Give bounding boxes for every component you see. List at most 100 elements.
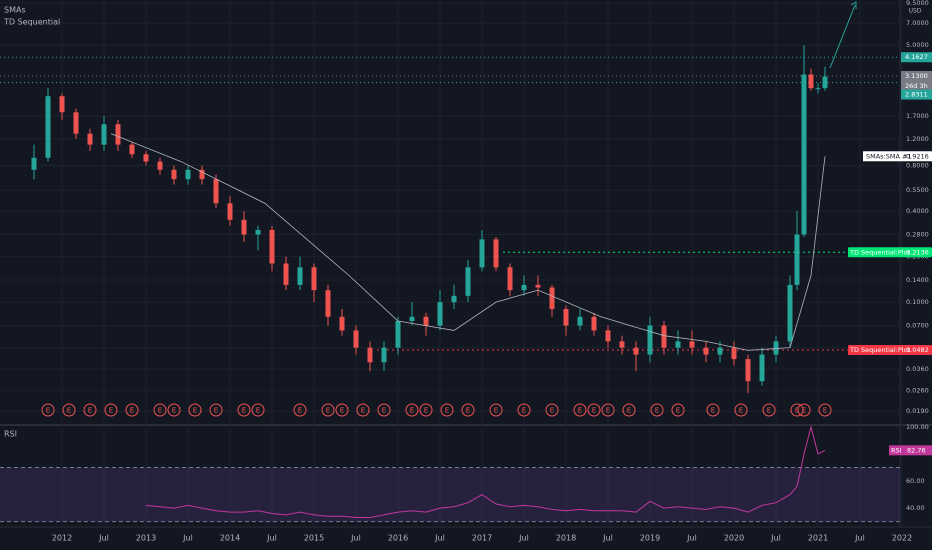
earnings-label: E bbox=[382, 407, 386, 415]
earnings-marker bbox=[762, 403, 776, 417]
currency: USD bbox=[909, 8, 922, 15]
candle-body bbox=[563, 309, 569, 326]
y-tick-label: 0.0360 bbox=[906, 365, 929, 373]
y-tick-label: 0.5500 bbox=[906, 186, 929, 194]
earnings-label: E bbox=[340, 407, 344, 415]
y-tick-label: 0.4000 bbox=[906, 207, 929, 215]
candle-body bbox=[185, 169, 191, 180]
earnings-marker bbox=[153, 403, 167, 417]
candle-body bbox=[101, 124, 107, 145]
candle-body bbox=[675, 341, 681, 348]
x-tick-label: 2012 bbox=[52, 534, 72, 543]
earnings-label: E bbox=[823, 407, 827, 415]
rsi-label-bg bbox=[889, 445, 932, 456]
earnings-label: E bbox=[550, 407, 554, 415]
earnings-marker bbox=[125, 403, 139, 417]
candle-body bbox=[199, 169, 205, 180]
candle-body bbox=[381, 347, 387, 363]
label-bg bbox=[848, 247, 932, 258]
y-tick-label: 0.2800 bbox=[906, 231, 929, 239]
y-tick-label: 0.1000 bbox=[906, 298, 929, 306]
candle-body bbox=[73, 112, 79, 134]
candle-body bbox=[535, 284, 541, 288]
earnings-marker bbox=[440, 403, 454, 417]
x-tick-label: Jul bbox=[350, 534, 361, 543]
candle-body bbox=[297, 267, 303, 285]
candle-body bbox=[451, 295, 457, 303]
earnings-label: E bbox=[578, 407, 582, 415]
candle-body bbox=[731, 347, 737, 360]
rsi-label-value: 82.76 bbox=[907, 446, 926, 454]
earnings-label: E bbox=[88, 407, 92, 415]
earnings-marker bbox=[790, 403, 804, 417]
sma-value: 0.9216 bbox=[906, 152, 929, 160]
y-tick-label: 0.8000 bbox=[906, 162, 929, 170]
earnings-marker bbox=[356, 403, 370, 417]
x-tick-label: Jul bbox=[686, 534, 697, 543]
earnings-marker bbox=[167, 403, 181, 417]
axis-label: 3.1300 bbox=[905, 72, 928, 80]
x-tick-label: 2013 bbox=[136, 534, 156, 543]
candle-body bbox=[59, 96, 65, 113]
earnings-label: E bbox=[767, 407, 771, 415]
indicator-label: SMAs bbox=[4, 6, 26, 15]
earnings-label: E bbox=[242, 407, 246, 415]
earnings-marker bbox=[237, 403, 251, 417]
candle-body bbox=[283, 263, 289, 285]
y-tick-label: 9.5000 bbox=[906, 0, 929, 7]
rsi-line bbox=[145, 425, 826, 519]
earnings-label: E bbox=[298, 407, 302, 415]
candle-body bbox=[815, 88, 821, 90]
rsi-tick-label: 100.00 bbox=[906, 423, 929, 431]
x-tick-label: 2015 bbox=[304, 534, 324, 543]
earnings-label: E bbox=[802, 407, 806, 415]
price-line-value: 0.0482 bbox=[906, 346, 929, 354]
rsi-band bbox=[0, 467, 900, 522]
earnings-marker bbox=[489, 403, 503, 417]
candle-body bbox=[689, 341, 695, 348]
candle-body bbox=[794, 234, 800, 285]
y-tick-label: 0.0190 bbox=[906, 407, 929, 415]
x-tick-label: Jul bbox=[854, 534, 865, 543]
earnings-label: E bbox=[214, 407, 218, 415]
earnings-label: E bbox=[424, 407, 428, 415]
x-tick-label: Jul bbox=[770, 534, 781, 543]
candle-body bbox=[171, 169, 177, 180]
indicator-label: TD Sequential bbox=[3, 18, 60, 27]
candle-body bbox=[759, 354, 765, 382]
candle-body bbox=[745, 359, 751, 382]
candle-body bbox=[479, 239, 485, 268]
y-tick-label: 0.0700 bbox=[906, 322, 929, 330]
candle-body bbox=[605, 330, 611, 342]
earnings-marker bbox=[797, 403, 811, 417]
x-tick-label: 2018 bbox=[556, 534, 576, 543]
x-tick-label: Jul bbox=[182, 534, 193, 543]
earnings-marker bbox=[601, 403, 615, 417]
candle-body bbox=[717, 347, 723, 355]
earnings-marker bbox=[671, 403, 685, 417]
candle-body bbox=[521, 284, 527, 291]
candle-body bbox=[395, 321, 401, 348]
price-line-name: TD Sequential:Plot bbox=[849, 346, 911, 354]
candle-body bbox=[143, 154, 149, 162]
x-tick-label: 2022 bbox=[892, 534, 912, 543]
earnings-label: E bbox=[466, 407, 470, 415]
rsi-tick-label: 40.00 bbox=[906, 504, 925, 512]
axis-label-bg bbox=[901, 89, 932, 100]
candle-body bbox=[255, 229, 261, 235]
earnings-label: E bbox=[655, 407, 659, 415]
y-tick-label: 0.1400 bbox=[906, 276, 929, 284]
candle-body bbox=[493, 239, 499, 268]
earnings-label: E bbox=[67, 407, 71, 415]
price-line-value: 0.2136 bbox=[906, 248, 929, 256]
x-tick-label: Jul bbox=[602, 534, 613, 543]
x-tick-label: 2021 bbox=[808, 534, 828, 543]
earnings-label: E bbox=[193, 407, 197, 415]
earnings-marker bbox=[517, 403, 531, 417]
rsi-label-name: RSI bbox=[891, 446, 902, 454]
candle-body bbox=[591, 316, 597, 331]
earnings-label: E bbox=[522, 407, 526, 415]
x-tick-label: Jul bbox=[98, 534, 109, 543]
candle-body bbox=[661, 325, 667, 348]
